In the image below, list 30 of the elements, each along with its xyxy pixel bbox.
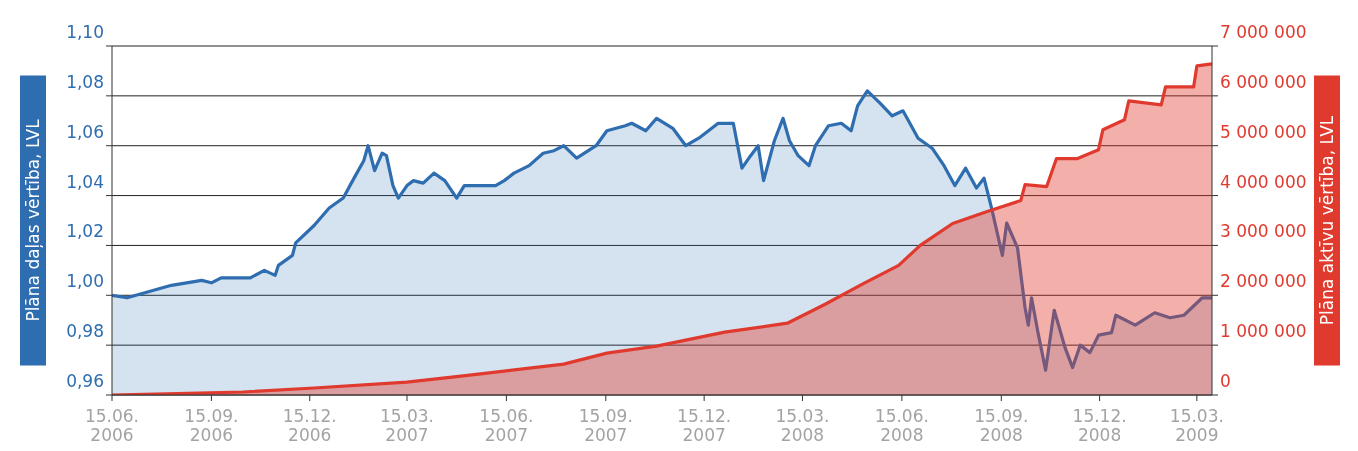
y-tick-label: 0,98: [66, 321, 104, 342]
x-tick-label: 15.06. 2006: [84, 406, 140, 445]
x-tick-label: 15.09. 2008: [974, 406, 1029, 445]
x-tick-label: 15.09. 2007: [578, 406, 633, 445]
y-tick-label: 1,00: [66, 271, 104, 292]
y-tick-label: 1,06: [66, 121, 104, 142]
y2-tick-label: 1 000 000: [1220, 321, 1307, 342]
x-tick-label: 15.12. 2007: [677, 406, 732, 445]
x-tick-label: 15.06. 2008: [874, 406, 929, 445]
y2-tick-label: 3 000 000: [1220, 221, 1307, 242]
y2-tick-label: 6 000 000: [1220, 71, 1307, 92]
y2-tick-label: 5 000 000: [1220, 121, 1307, 142]
y2-tick-label: 0: [1220, 371, 1231, 392]
y2-axis-title: Plāna aktīvu vērtība, LVL: [1317, 115, 1337, 326]
x-tick-label: 15.03. 2008: [775, 406, 830, 445]
x-tick-label: 15.12. 2008: [1072, 406, 1127, 445]
x-tick-label: 15.12. 2006: [282, 406, 337, 445]
x-tick-label: 15.03. 2007: [379, 406, 435, 445]
y2-tick-label: 7 000 000: [1220, 22, 1307, 43]
y-tick-label: 1,02: [66, 221, 104, 242]
x-tick-label: 15.06. 2007: [479, 406, 534, 445]
y-axis-title: Plāna daļas vērtība, LVL: [23, 118, 43, 322]
y2-tick-label: 2 000 000: [1220, 271, 1307, 292]
x-tick-label: 15.09. 2006: [184, 406, 239, 445]
y-tick-label: 0,96: [66, 371, 104, 392]
y-tick-label: 1,04: [66, 171, 104, 192]
x-tick-label: 15.03. 2009: [1169, 406, 1224, 445]
y-tick-label: 1,10: [66, 22, 104, 43]
y2-tick-label: 4 000 000: [1220, 171, 1307, 192]
y-tick-label: 1,08: [66, 71, 104, 92]
